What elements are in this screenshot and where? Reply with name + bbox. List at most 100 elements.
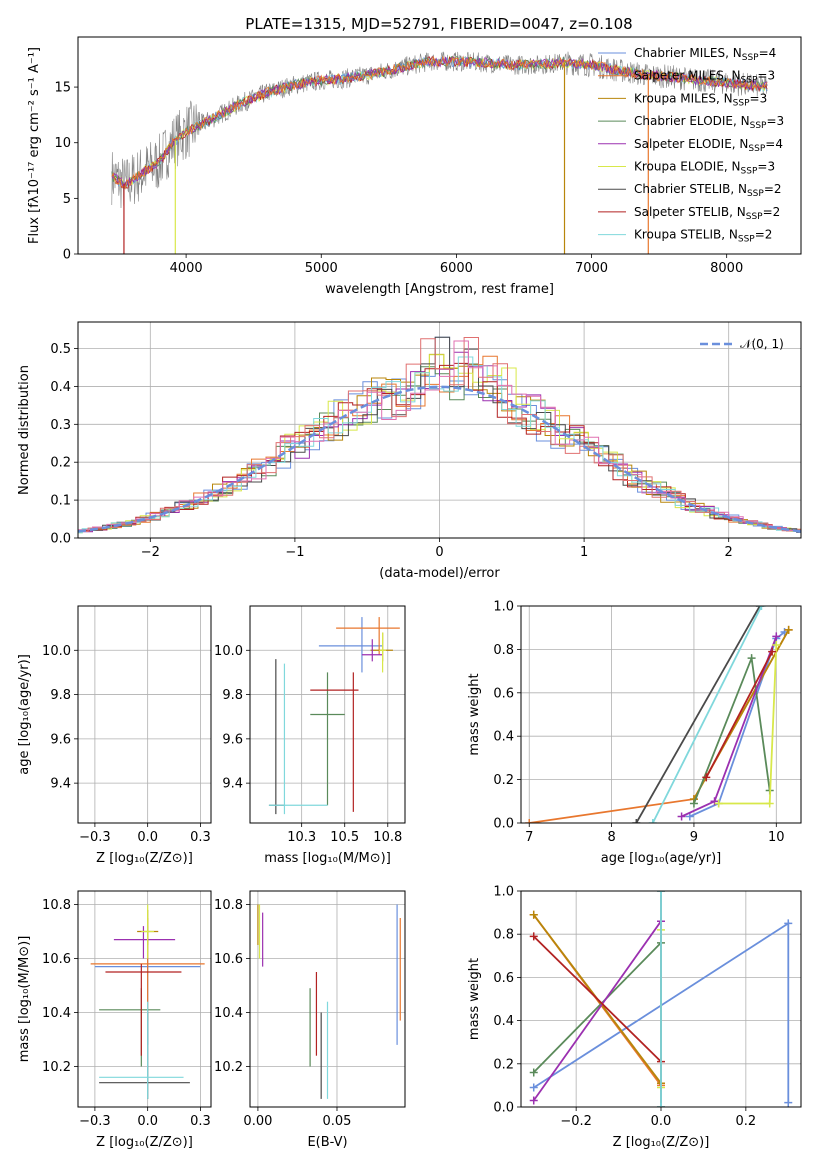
y-tick-label: 0.2 xyxy=(493,773,514,788)
x-axis-label: (data-model)/error xyxy=(379,566,500,581)
legend-text: Salpeter STELIB, N xyxy=(634,205,746,219)
weight-series xyxy=(651,606,763,823)
axes-frame xyxy=(520,890,802,1108)
x-tick-label: 7000 xyxy=(575,261,608,276)
x-tick-label: 1 xyxy=(580,545,588,560)
weight-series xyxy=(529,629,790,823)
figure-title: PLATE=1315, MJD=52791, FIBERID=0047, z=0… xyxy=(245,15,632,33)
weight-marker xyxy=(685,812,694,821)
x-tick-label: 0.3 xyxy=(190,1114,211,1129)
error-bar-point xyxy=(361,639,383,662)
legend-subscript: SSP xyxy=(741,167,758,177)
legend-subscript: SSP xyxy=(738,235,755,245)
y-tick-label: 9.8 xyxy=(222,688,243,703)
x-tick-label: −0.3 xyxy=(79,830,111,845)
y-tick-label: 10.4 xyxy=(42,1006,71,1021)
y-tick-label: 0.4 xyxy=(50,380,71,395)
weight-lines xyxy=(529,891,793,1107)
legend-entry: 𝒩(0, 1) xyxy=(740,337,784,351)
panel-4: 10.3 10.5 10.8 9.4 9.6 9.8 10.0 mass [log₁₀(M/M… xyxy=(214,605,406,866)
x-axis-label: age [log₁₀(age/yr)] xyxy=(601,851,722,866)
histogram-series xyxy=(78,337,801,532)
error-bar-point xyxy=(141,904,154,959)
legend-subscript: SSP xyxy=(748,144,765,154)
weight-marker xyxy=(529,1068,538,1077)
axes-frame xyxy=(249,890,406,1108)
y-tick-label: 0.2 xyxy=(493,1057,514,1072)
x-tick-label: 0.3 xyxy=(190,830,211,845)
model-spectrum xyxy=(111,55,768,189)
x-tick-label: −1 xyxy=(285,545,304,560)
y-tick-label: 10.2 xyxy=(42,1060,71,1075)
x-tick-label: 10.5 xyxy=(330,830,359,845)
axes-frame xyxy=(77,321,802,539)
y-tick-label: 0.0 xyxy=(493,817,514,832)
legend-tail: =3 xyxy=(757,69,775,83)
weight-marker xyxy=(757,606,766,610)
legend-text: Chabrier MILES, N xyxy=(634,46,742,60)
weight-marker xyxy=(772,641,781,650)
error-bar-point xyxy=(310,672,359,812)
legend-tail: =3 xyxy=(757,160,775,174)
y-tick-label: 1.0 xyxy=(493,600,514,615)
y-tick-label: 9.4 xyxy=(50,777,71,792)
y-tick-label: 0.3 xyxy=(50,418,71,433)
x-axis-label: wavelength [Angstrom, rest frame] xyxy=(325,282,554,297)
y-tick-label: 9.6 xyxy=(222,732,243,747)
legend-text: Kroupa ELODIE, N xyxy=(634,160,741,174)
error-bar-point xyxy=(114,639,175,683)
error-bar-point xyxy=(379,632,387,673)
y-tick-label: 0.6 xyxy=(493,971,514,986)
legend-entry: Chabrier MILES, NSSP=4 xyxy=(634,46,776,63)
error-bar-point xyxy=(99,1001,184,1099)
legend-tail: =2 xyxy=(755,228,773,242)
y-tick-label: 10.8 xyxy=(42,898,71,913)
x-tick-label: 0.0 xyxy=(651,1114,672,1129)
x-tick-label: 10.3 xyxy=(287,830,316,845)
weight-series xyxy=(689,631,786,818)
histogram-series xyxy=(78,363,801,532)
legend-text: Kroupa STELIB, N xyxy=(634,228,738,242)
error-bar-point xyxy=(105,672,181,812)
x-tick-label: 10.8 xyxy=(373,830,402,845)
legend-text: Kroupa MILES, N xyxy=(634,91,733,105)
y-tick-label: 0.2 xyxy=(50,456,71,471)
legend-tail: =2 xyxy=(763,205,781,219)
weight-marker xyxy=(657,891,665,895)
legend-subscript: SSP xyxy=(746,212,763,222)
legend-entry: Chabrier STELIB, NSSP=2 xyxy=(634,182,782,199)
x-tick-label: 7 xyxy=(525,830,533,845)
y-tick-label: 10 xyxy=(54,136,71,151)
legend-entry: Kroupa ELODIE, NSSP=3 xyxy=(634,160,775,177)
weight-marker xyxy=(702,773,711,782)
error-bar-point xyxy=(99,1012,190,1099)
weight-series xyxy=(533,935,662,1063)
y-tick-label: 1.0 xyxy=(493,885,514,900)
legend-tail: =2 xyxy=(764,182,782,196)
legend-tail: =4 xyxy=(759,46,777,60)
spectrum-lines xyxy=(111,51,768,254)
legend-subscript: SSP xyxy=(750,121,767,131)
x-tick-label: −0.3 xyxy=(79,1114,111,1129)
legend-entry: Salpeter ELODIE, NSSP=4 xyxy=(634,137,783,154)
weight-marker xyxy=(525,819,534,823)
x-axis-label: mass [log₁₀(M/M⊙)] xyxy=(264,851,391,866)
x-tick-label: −2 xyxy=(141,545,160,560)
y-tick-label: 0 xyxy=(63,248,71,263)
y-axis-label: mass weight xyxy=(467,673,482,755)
weight-lines xyxy=(525,606,793,823)
panel-3: −0.3 0.0 0.3 9.4 9.6 9.8 10.0 Z [log₁₀(Z/Z⊙)] ag… xyxy=(17,605,212,866)
gaussian-curve xyxy=(78,385,801,533)
weight-marker xyxy=(747,654,756,663)
axes-frame xyxy=(77,890,212,1108)
x-axis-label: Z [log₁₀(Z/Z⊙)] xyxy=(96,851,193,866)
x-tick-label: 9 xyxy=(690,830,698,845)
weight-series xyxy=(635,606,761,823)
y-tick-label: 10.6 xyxy=(214,952,243,967)
error-bar-point xyxy=(336,617,400,655)
y-tick-label: 15 xyxy=(54,81,71,96)
y-tick-label: 0.4 xyxy=(493,1014,514,1029)
weight-marker xyxy=(784,625,793,634)
weight-marker xyxy=(677,812,686,821)
x-tick-label: 0.0 xyxy=(137,1114,158,1129)
